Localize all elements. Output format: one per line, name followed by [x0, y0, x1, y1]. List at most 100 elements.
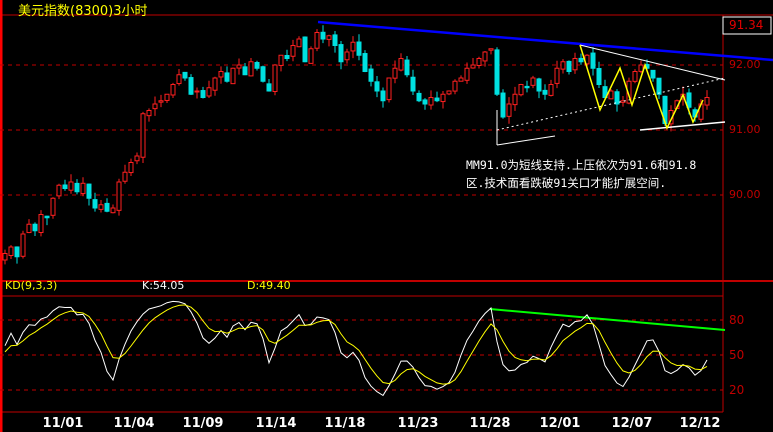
candle-down	[566, 60, 572, 72]
candle-up	[572, 58, 578, 71]
candle-up	[428, 97, 434, 106]
candle-up	[560, 61, 566, 70]
candle-down	[416, 92, 422, 102]
candle-up	[26, 223, 32, 234]
candle-down	[242, 66, 248, 76]
candle-up	[20, 233, 26, 257]
grid-lines	[0, 64, 723, 391]
candle-down	[302, 36, 308, 63]
triangle-upper-line	[579, 44, 726, 81]
candle-up	[632, 71, 638, 82]
candle-down	[74, 182, 80, 193]
candle-down	[92, 199, 98, 209]
candle-down	[188, 77, 194, 95]
candle-down	[320, 31, 326, 40]
candle-down	[686, 92, 692, 108]
x-label: 11/28	[469, 416, 511, 431]
candle-down	[602, 86, 608, 99]
x-label: 11/04	[113, 416, 155, 431]
candle-up	[80, 182, 86, 195]
candle-up	[488, 48, 494, 51]
price-tick: 91.00	[729, 123, 761, 136]
candle-down	[410, 76, 416, 92]
candle-down	[182, 71, 188, 79]
candle-up	[248, 61, 254, 77]
candle-down	[260, 66, 266, 82]
candle-up	[56, 184, 62, 197]
kd-tick: 80	[729, 313, 745, 327]
kd-tick: 20	[729, 383, 745, 397]
candle-down	[104, 202, 110, 212]
annotation-line-2: 区.技术面看跌破91关口才能扩展空间.	[466, 176, 667, 190]
candle-up	[638, 64, 644, 72]
candle-down	[362, 53, 368, 72]
x-label: 12/01	[539, 416, 581, 431]
candle-down	[368, 68, 374, 82]
candle-up	[314, 32, 320, 49]
price-tick: 92.00	[729, 58, 761, 71]
candle-up	[440, 93, 446, 103]
candle-down	[404, 59, 410, 76]
candle-down	[650, 69, 656, 79]
candle-up	[146, 110, 152, 117]
candle-up	[110, 207, 116, 214]
candle-up	[470, 64, 476, 69]
candle-down	[266, 83, 272, 92]
candle-up	[272, 64, 278, 93]
current-price-box	[722, 16, 772, 35]
candlesticks	[2, 25, 710, 265]
x-label: 12/07	[611, 416, 653, 431]
candle-up	[2, 253, 8, 261]
support-base	[496, 135, 556, 146]
candle-down	[596, 68, 602, 85]
candle-up	[704, 97, 710, 106]
x-label: 12/12	[679, 416, 721, 431]
candle-up	[296, 38, 302, 48]
candle-up	[122, 171, 128, 182]
candle-up	[128, 162, 134, 174]
x-label: 11/09	[182, 416, 224, 431]
candle-down	[656, 77, 662, 95]
candle-up	[512, 93, 518, 106]
candle-down	[422, 99, 428, 105]
candle-up	[530, 77, 536, 86]
candle-down	[614, 91, 620, 105]
candle-down	[224, 72, 230, 82]
kd-tick: 50	[729, 348, 745, 362]
x-label: 11/23	[397, 416, 439, 431]
candle-down	[524, 85, 530, 89]
candle-up	[446, 90, 452, 95]
candle-up	[482, 51, 488, 62]
candle-up	[554, 67, 560, 84]
candle-up	[626, 80, 632, 104]
upper-trendline	[317, 20, 773, 62]
current-price-label: 91.34	[729, 18, 764, 32]
candle-up	[158, 100, 164, 103]
support-line	[639, 121, 726, 131]
candle-up	[518, 84, 524, 96]
candle-up	[194, 90, 200, 93]
candle-up	[206, 87, 212, 97]
candle-up	[398, 58, 404, 71]
triangle-dotted-line	[496, 77, 726, 131]
x-label: 11/18	[324, 416, 366, 431]
k-line	[4, 300, 708, 397]
candle-up	[344, 51, 350, 61]
kd-trendline	[489, 308, 726, 331]
candle-down	[542, 89, 548, 95]
candle-up	[506, 103, 512, 117]
candle-down	[578, 57, 584, 63]
candle-down	[254, 62, 260, 69]
price-tick: 90.00	[729, 188, 761, 201]
candle-down	[14, 246, 20, 258]
annotation-line-1: MM91.0为短线支持.上压依次为91.6和91.8	[466, 158, 697, 172]
chart-title: 美元指数(8300)3小时	[18, 4, 148, 19]
candle-up	[350, 41, 356, 52]
candle-down	[536, 78, 542, 92]
candle-up	[98, 204, 104, 210]
candle-up	[170, 84, 176, 96]
candle-down	[500, 92, 506, 118]
candle-down	[494, 49, 500, 95]
candle-up	[212, 77, 218, 91]
